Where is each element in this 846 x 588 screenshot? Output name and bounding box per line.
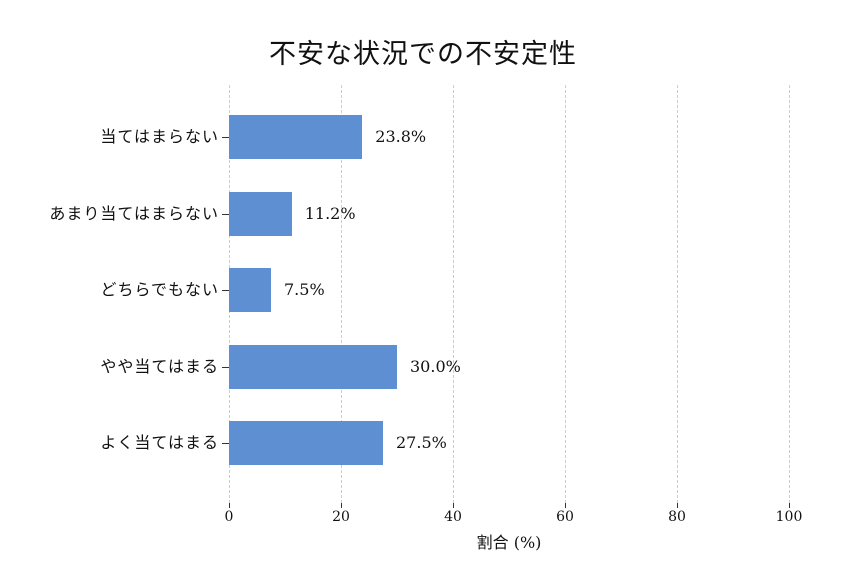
y-tick-mark <box>222 137 229 138</box>
x-tick-label: 60 <box>556 509 574 525</box>
category-label: やや当てはまる <box>100 356 219 376</box>
y-tick-mark <box>222 213 229 215</box>
y-tick-mark <box>222 290 229 291</box>
grid-line <box>789 85 790 503</box>
chart-title: 不安な状況での不安定性 <box>269 39 577 70</box>
x-tick-mark <box>565 503 566 508</box>
y-tick-mark <box>222 443 229 444</box>
x-tick-label: 100 <box>775 509 803 525</box>
category-label: 当てはまらない <box>100 127 219 146</box>
grid-line <box>565 85 566 503</box>
bar <box>229 344 397 389</box>
x-axis-label: 割合 (%) <box>476 533 542 552</box>
category-label: どちらでもない <box>100 280 219 299</box>
y-tick-mark <box>222 366 229 368</box>
value-label: 7.5% <box>284 280 325 299</box>
x-tick-label: 40 <box>444 509 462 525</box>
x-tick-label: 0 <box>224 509 234 525</box>
x-tick-mark <box>453 503 454 508</box>
value-label: 11.2% <box>304 203 356 223</box>
value-label: 30.0% <box>410 356 461 376</box>
bar <box>229 268 271 312</box>
x-tick-mark <box>677 503 678 508</box>
grid-line <box>677 85 678 503</box>
x-tick-mark <box>789 503 790 508</box>
value-label: 27.5% <box>396 433 447 452</box>
x-tick-mark <box>341 503 342 508</box>
x-tick-mark <box>229 503 230 508</box>
plot-area <box>229 85 790 503</box>
x-tick-label: 80 <box>668 509 686 525</box>
grid-line <box>453 85 454 503</box>
category-label: あまり当てはまらない <box>49 203 219 223</box>
grid-line <box>341 85 342 503</box>
bar <box>229 421 383 465</box>
value-label: 23.8% <box>375 127 427 146</box>
bar <box>229 191 292 236</box>
category-label: よく当てはまる <box>100 433 219 452</box>
bar <box>229 115 363 159</box>
x-tick-label: 20 <box>332 509 350 525</box>
